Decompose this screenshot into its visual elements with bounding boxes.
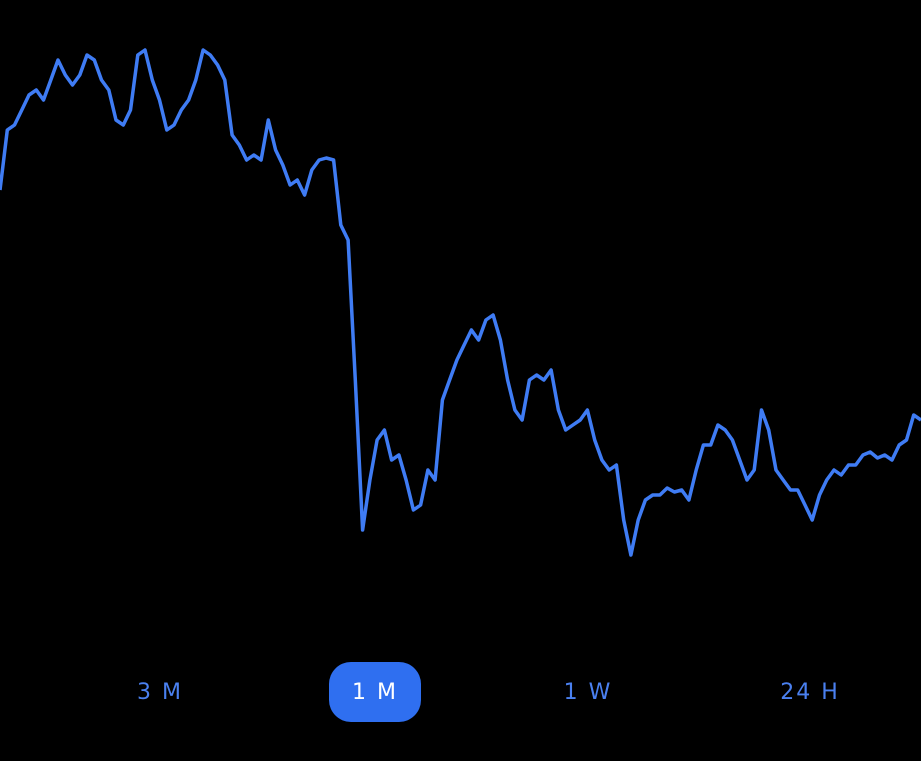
price-chart <box>0 48 921 557</box>
range-button[interactable]: 1 W <box>563 679 613 705</box>
range-button[interactable]: 3 M <box>137 679 183 705</box>
price-line <box>0 48 921 557</box>
range-button[interactable]: 24 H <box>780 679 840 705</box>
range-button[interactable]: 1 M <box>329 662 421 722</box>
